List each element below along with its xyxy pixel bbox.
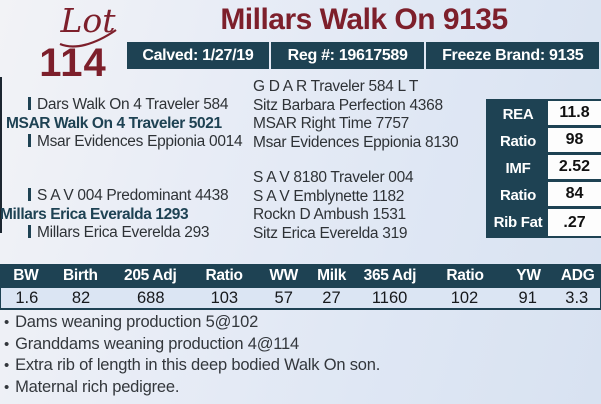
stat-label: Ratio: [499, 187, 536, 204]
stat-value: 2.52: [548, 155, 601, 182]
performance-table: BW Birth 205 Adj Ratio WW Milk 365 Adj R…: [0, 264, 601, 310]
stat-label: Rib Fat: [493, 214, 543, 231]
sire-sire-line: Dars Walk On 4 Traveler 584: [28, 96, 242, 115]
banner-freeze-brand: Freeze Brand: 9135: [426, 42, 599, 69]
sire-dam-line: Msar Evidences Eppionia 0014: [28, 133, 243, 152]
stat-label: Ratio: [499, 133, 536, 150]
note-line: • Granddams weaning production 4@114: [4, 334, 597, 356]
note-text: Dams weaning production 5@102: [15, 313, 259, 331]
note-line: • Extra rib of length in this deep bodied…: [4, 355, 597, 377]
stat-row-rea: REA 11.8: [488, 101, 601, 128]
stat-value: 98: [548, 128, 601, 155]
note-text: Maternal rich pedigree.: [15, 377, 180, 396]
col-header-365adj: 365 Adj: [363, 267, 417, 284]
value-ww: 57: [274, 288, 293, 307]
dam-dam: Millars Erica Everelda 293: [37, 224, 210, 241]
banner-calved: Calved: 1/27/19: [127, 42, 269, 69]
col-header-adg: ADG: [560, 267, 595, 284]
stat-row-imf: IMF 2.52: [488, 155, 601, 182]
lot-notes: • Dams weaning production 5@102 • Granddam…: [4, 312, 597, 398]
note-line: • Dams weaning production 5@102: [4, 312, 597, 334]
page-edge-line: [0, 77, 2, 233]
dam-pedigree-left: S A V 004 Predominant 4438 Millars Erica…: [0, 187, 229, 243]
col-header-ww: WW: [269, 267, 298, 284]
dam-dam-line: Millars Erica Everelda 293: [28, 224, 228, 243]
bullet-icon: •: [4, 378, 10, 396]
lot-number: 114: [39, 41, 107, 85]
performance-table-header: BW Birth 205 Adj Ratio WW Milk 365 Adj R…: [0, 264, 601, 288]
note-text: Extra rib of length in this deep bodied …: [15, 356, 381, 374]
dam-ancestor: S A V Emblynette 1182: [253, 187, 405, 205]
col-header-bw: BW: [13, 267, 39, 284]
carcass-stats-box: REA 11.8 Ratio 98 IMF 2.52 Ratio 84 Rib …: [486, 99, 601, 238]
lot-script-text: Lot: [59, 1, 116, 40]
col-header-ratio: Ratio: [205, 267, 243, 284]
dam-sire-line: S A V 004 Predominant 4438: [28, 187, 229, 206]
stat-row-rea-ratio: Ratio 98: [488, 128, 601, 155]
dam-ancestor: Rockn D Ambush 1531: [253, 206, 406, 223]
note-text: Granddams weaning production 4@114: [15, 334, 299, 353]
note-line: • Maternal rich pedigree.: [4, 377, 597, 399]
dam-sire: S A V 004 Predominant 4438: [37, 187, 229, 204]
stat-value: 84: [548, 182, 601, 209]
banner-reg-number: Reg #: 19617589: [270, 42, 425, 69]
page-title: Millars Walk On 9135: [220, 3, 508, 36]
pedigree-tick-icon: [28, 188, 31, 201]
stat-label: REA: [502, 106, 534, 123]
bullet-icon: •: [4, 335, 10, 353]
pedigree-tick-icon: [28, 97, 31, 110]
stat-row-imf-ratio: Ratio 84: [488, 182, 601, 209]
sire-ancestor: Msar Evidences Eppionia 8130: [253, 133, 459, 151]
sire-pedigree-right: G D A R Traveler 584 L T Sitz Barbara Pe…: [253, 78, 459, 152]
value-adg: 3.3: [565, 288, 589, 307]
col-header-milk: Milk: [317, 267, 347, 284]
lot-script-flourish: [59, 29, 117, 48]
value-yw: 91: [518, 288, 537, 307]
dam-pedigree-right: S A V 8180 Traveler 004 S A V Emblynette…: [253, 169, 414, 243]
dam-ancestor: S A V 8180 Traveler 004: [253, 169, 414, 186]
value-205adj: 688: [136, 288, 165, 307]
sire-pedigree-left: Dars Walk On 4 Traveler 584 MSAR Walk On…: [0, 96, 243, 152]
sire-ancestor: MSAR Right Time 7757: [253, 115, 409, 132]
bullet-icon: •: [4, 314, 10, 331]
col-header-ratio2: Ratio: [446, 267, 484, 284]
pedigree-tick-icon: [28, 225, 31, 238]
col-header-yw: YW: [516, 267, 541, 284]
value-ratio: 103: [210, 288, 239, 307]
col-header-birth: Birth: [62, 267, 98, 284]
dam-name: Millars Erica Everalda 1293: [0, 205, 189, 223]
sire-name: MSAR Walk On 4 Traveler 5021: [6, 114, 222, 132]
value-milk: 27: [322, 288, 341, 307]
lot-script-graphic: Lot: [59, 1, 117, 48]
dam-ancestor: Sitz Erica Everelda 319: [253, 224, 408, 242]
stat-value: 11.8: [548, 101, 601, 128]
value-birth: 82: [71, 288, 91, 307]
value-ratio2: 102: [450, 288, 479, 307]
sire-dam: Msar Evidences Eppionia 0014: [37, 133, 243, 150]
info-banner-bar: Calved: 1/27/19 Reg #: 19617589 Freeze B…: [127, 42, 599, 69]
performance-table-values: 1.6 82 688 103 57 27 1160 102 91 3.3: [0, 288, 601, 310]
pedigree-tick-icon: [28, 134, 31, 147]
stat-value: .27: [548, 209, 601, 236]
col-header-205adj: 205 Adj: [124, 267, 177, 284]
sire-ancestor: Sitz Barbara Perfection 4368: [253, 96, 443, 114]
sire-ancestor: G D A R Traveler 584 L T: [253, 78, 419, 95]
bullet-icon: •: [4, 357, 10, 374]
value-bw: 1.6: [15, 288, 39, 307]
sire-sire: Dars Walk On 4 Traveler 584: [37, 96, 229, 113]
stat-label: IMF: [505, 160, 531, 177]
value-365adj: 1160: [371, 288, 408, 307]
stat-row-rib-fat: Rib Fat .27: [488, 209, 601, 236]
